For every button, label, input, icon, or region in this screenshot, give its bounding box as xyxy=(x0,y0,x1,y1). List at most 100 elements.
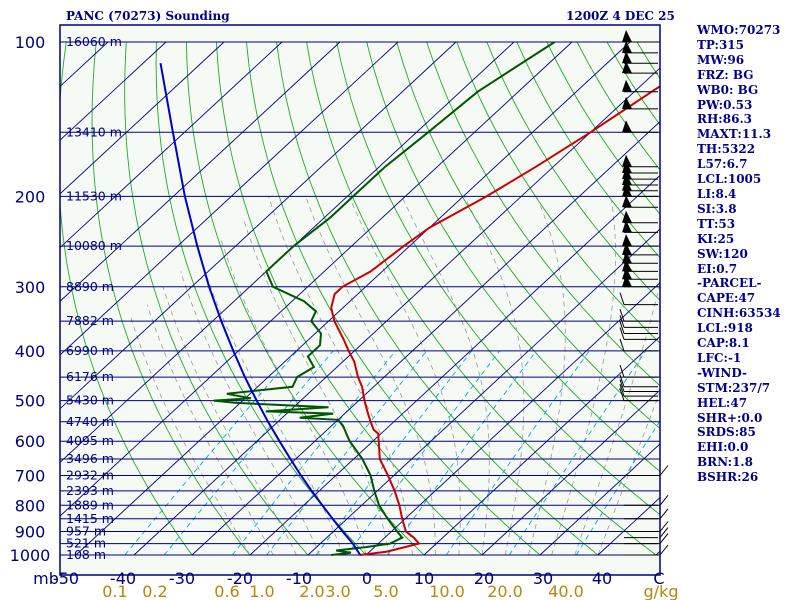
isotherm xyxy=(481,389,660,556)
height-label: 3496 m xyxy=(66,451,114,466)
wind-barb xyxy=(619,308,658,322)
moist-adiabat xyxy=(146,304,274,556)
isotherm xyxy=(60,41,399,356)
wind-barb xyxy=(622,173,658,186)
temperature-tick-label: -40 xyxy=(110,569,136,588)
mixing-ratio-tick-label: 0.2 xyxy=(142,582,167,600)
temperature-tick-label: 10 xyxy=(414,569,434,588)
wind-barb xyxy=(622,274,658,288)
index-item: WMO:70273 xyxy=(697,23,781,37)
mixing-ratio-tick-label: 20.0 xyxy=(487,582,523,600)
height-label: 2393 m xyxy=(66,483,114,498)
isotherm xyxy=(539,443,660,556)
parcel-line xyxy=(159,63,362,556)
isotherms xyxy=(60,41,660,556)
pressure-tick-label: 100 xyxy=(15,33,46,52)
temperature-tick-label: -30 xyxy=(169,569,195,588)
height-label: 16060 m xyxy=(66,34,122,49)
height-label: 10080 m xyxy=(66,238,122,253)
isotherm xyxy=(191,121,660,556)
pressure-tick-label: 300 xyxy=(15,278,46,297)
index-item: RH:86.3 xyxy=(697,112,752,127)
isotherm xyxy=(365,282,660,556)
pressure-tick-label: 400 xyxy=(15,342,46,361)
moist-adiabat xyxy=(349,196,461,556)
wind-barb xyxy=(622,40,658,54)
wind-barb xyxy=(622,184,658,197)
index-item: -WIND- xyxy=(697,365,747,380)
wind-barb xyxy=(622,51,658,64)
wind-barb xyxy=(624,521,669,532)
index-item: BSHR:26 xyxy=(697,470,759,485)
wind-barb xyxy=(622,167,658,180)
pressure-tick-label: 800 xyxy=(15,496,46,515)
height-label: 11530 m xyxy=(66,188,122,203)
pressure-tick-label: 900 xyxy=(15,523,46,542)
moist-adiabat xyxy=(199,254,344,556)
index-item: SW:120 xyxy=(697,246,748,261)
wind-barb xyxy=(622,61,658,74)
profiles xyxy=(159,41,660,556)
wind-barb xyxy=(624,508,669,520)
index-item: SRDS:85 xyxy=(697,425,756,440)
isotherm xyxy=(75,41,631,556)
temperature-line xyxy=(330,85,660,556)
height-label: 13410 m xyxy=(66,124,122,139)
index-item: EI:0.7 xyxy=(697,261,738,276)
moist-adiabat xyxy=(305,196,437,555)
wind-barb xyxy=(622,210,658,224)
wind-barb xyxy=(619,379,658,392)
height-label: 7882 m xyxy=(66,313,114,328)
moist-adiabat xyxy=(464,196,525,556)
temperature-tick-label: 40 xyxy=(592,569,612,588)
temperature-tick-label: -20 xyxy=(227,569,253,588)
wind-barb xyxy=(619,321,658,334)
wind-barb xyxy=(619,292,658,306)
wind-barb xyxy=(622,251,658,264)
wind-barb xyxy=(624,527,669,539)
wind-barb xyxy=(622,267,658,280)
wind-barb xyxy=(624,533,669,545)
moist-adiabat xyxy=(219,236,367,556)
index-item: CINH:63534 xyxy=(697,306,781,321)
wind-barb xyxy=(622,259,658,272)
wind-barb xyxy=(622,30,658,43)
wind-barbs xyxy=(619,30,669,556)
height-label: 957 m xyxy=(66,524,106,539)
wind-barb xyxy=(619,338,658,352)
index-item: STM:237/7 xyxy=(697,380,771,395)
wind-barb xyxy=(619,388,658,402)
indices-panel: WMO:70273 TP:315 MW:96 FRZ: BG WB0: BG PW:0.5… xyxy=(697,23,800,485)
pressure-tick-label: 600 xyxy=(15,432,46,451)
height-label: 5430 m xyxy=(66,393,114,408)
wind-barb xyxy=(624,544,669,556)
wind-barb xyxy=(619,383,658,397)
index-item: KI:25 xyxy=(697,231,735,246)
isotherm xyxy=(133,67,660,556)
wind-barb xyxy=(619,364,658,378)
pressure-unit-label: mb xyxy=(33,569,59,588)
height-label: 4095 m xyxy=(66,433,114,448)
wind-barb xyxy=(622,178,658,192)
dewpoint-line xyxy=(213,41,556,556)
height-label: 2932 m xyxy=(66,468,114,483)
mixing-ratio-tick-label: 10.0 xyxy=(429,582,465,600)
temperature-tick-label: 0 xyxy=(362,569,372,588)
wind-barb xyxy=(622,234,658,247)
isotherm xyxy=(423,335,660,556)
wind-barb xyxy=(622,154,658,168)
mixing-ratio-tick-label: 5.0 xyxy=(373,582,398,600)
pressure-tick-label: 500 xyxy=(15,392,46,411)
wind-barb xyxy=(619,315,658,328)
index-item: PW:0.53 xyxy=(697,97,753,112)
pressure-tick-label: 1000 xyxy=(10,546,51,565)
index-item: LFC:-1 xyxy=(697,350,742,365)
index-item: MW:96 xyxy=(697,52,745,67)
isotherm xyxy=(60,41,573,517)
moist-adiabat xyxy=(242,217,390,556)
isotherm xyxy=(60,41,283,249)
wind-barb xyxy=(622,96,658,110)
wind-barb xyxy=(622,161,658,174)
